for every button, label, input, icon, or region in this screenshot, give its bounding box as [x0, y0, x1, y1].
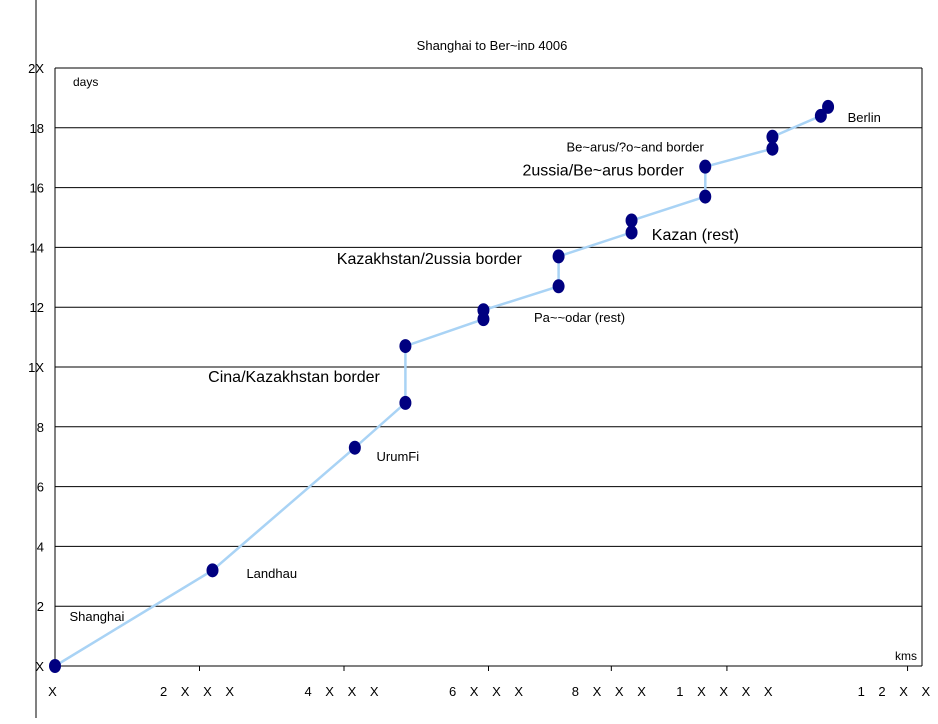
y-tick-label: 2: [37, 599, 44, 614]
series: [49, 99, 835, 673]
data-point: [822, 99, 835, 114]
x-axis-label: kms: [895, 649, 917, 663]
y-tick-label: 4: [37, 539, 44, 554]
annotation-label: Berlin: [848, 110, 881, 125]
annotation-label: Cina/Kazakhstan border: [208, 369, 380, 386]
data-point: [814, 108, 827, 123]
annotation-label: Kazakhstan/2ussia border: [337, 251, 523, 268]
data-point: [766, 141, 779, 156]
y-axis-label: days: [73, 75, 98, 89]
data-point: [399, 395, 412, 410]
data-point: [625, 213, 638, 228]
y-tick-label: 18: [30, 121, 44, 136]
annotation-label: Pa~~odar (rest): [534, 310, 625, 325]
x-tick-label: 6 X X X: [449, 684, 528, 699]
x-tick-label: X: [48, 684, 62, 699]
x-tick-label: 8 X X X: [572, 684, 651, 699]
y-tick-labels: X 2 4 6 8 1X 12 14 16 18 2X: [28, 61, 44, 674]
y-tick-label: 16: [30, 181, 44, 196]
gridlines: [55, 67, 922, 607]
annotation-label: UrumFi: [377, 449, 420, 464]
data-point: [206, 563, 219, 578]
y-tick-label: 1X: [28, 360, 44, 375]
y-tick-label: X: [35, 659, 44, 674]
data-point: [699, 189, 712, 204]
data-point: [552, 249, 565, 264]
data-point: [348, 440, 361, 455]
y-tick-label: 12: [30, 300, 44, 315]
data-point: [625, 225, 638, 240]
x-tick-label: 1 X X X X: [676, 684, 777, 699]
x-tick-label: 4 X X X: [304, 684, 383, 699]
annotation-label: Shanghai: [69, 609, 124, 624]
x-tick-labels: X 2 X X X 4 X X X 6 X X X 8 X X X 1 X X X X 1 …: [48, 684, 938, 699]
data-point: [477, 303, 490, 318]
annotation-label: Kazan (rest): [652, 227, 739, 244]
data-point: [699, 159, 712, 174]
x-tick-label: 1 2 X X X: [858, 684, 938, 699]
x-tick-label: 2 X X X: [160, 684, 239, 699]
data-point: [49, 659, 61, 673]
y-tick-label: 8: [37, 420, 44, 435]
data-point: [552, 279, 565, 294]
annotations: Shanghai Landhau UrumFi Cina/Kazakhstan bor…: [69, 110, 880, 624]
y-tick-label: 14: [30, 240, 44, 255]
series-line: [54, 106, 830, 668]
data-point: [399, 339, 412, 354]
annotation-label: Be~arus/?o~and border: [567, 140, 705, 155]
y-tick-label: 2X: [28, 61, 44, 76]
annotation-label: Landhau: [246, 566, 297, 581]
y-tick-label: 6: [37, 480, 44, 495]
data-point: [766, 129, 779, 144]
chart-title: Shanghai to Ber~inᴅ 4006: [417, 38, 568, 53]
axes: [35, 0, 923, 718]
annotation-label: 2ussia/Be~arus border: [522, 163, 684, 180]
